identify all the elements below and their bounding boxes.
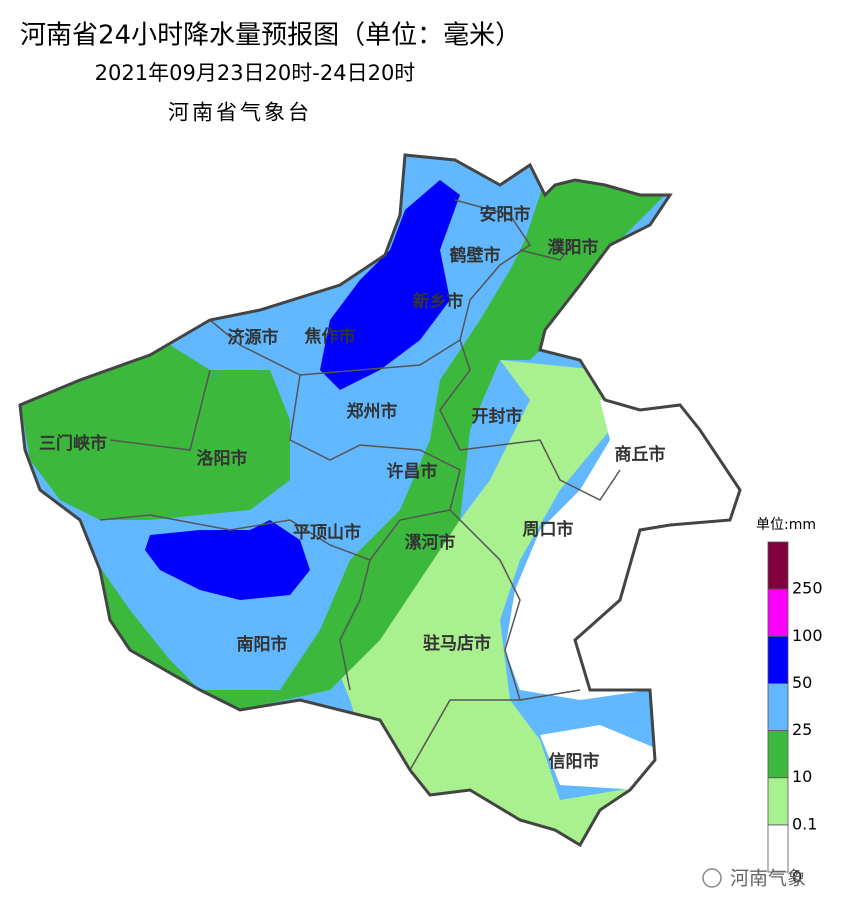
legend-swatch [767, 730, 789, 779]
legend-swatch [767, 588, 789, 637]
zone-0 [540, 725, 660, 790]
zone-0-1 [330, 360, 660, 845]
city-label: 许昌市 [387, 461, 438, 482]
city-label: 济源市 [228, 327, 279, 348]
watermark-text: 河南气象 [730, 868, 806, 890]
city-label: 鹤壁市 [450, 245, 501, 266]
city-label: 郑州市 [347, 401, 398, 422]
legend-swatch [767, 635, 789, 684]
legend-swatch [767, 683, 789, 731]
city-label: 驻马店市 [423, 633, 491, 654]
legend-swatch [767, 777, 789, 826]
city-label: 南阳市 [237, 634, 288, 655]
legend-label: 100 [792, 626, 823, 645]
city-label: 商丘市 [615, 444, 666, 465]
legend-label: 250 [792, 579, 823, 598]
legend-label: 50 [792, 673, 812, 692]
city-label: 焦作市 [304, 326, 356, 347]
legend-swatch [767, 824, 789, 873]
city-label: 漯河市 [405, 532, 456, 553]
province-outline [18, 153, 742, 848]
legend-label: 0.1 [792, 814, 817, 833]
zone-50 [320, 180, 460, 390]
legend-label: 25 [792, 720, 812, 739]
city-label: 三门峡市 [39, 433, 107, 454]
legend: 单位:mm 0 0.1 10 25 50 100 250 [756, 517, 823, 887]
city-labels: 安阳市 濮阳市 鹤壁市 新乡市 济源市 焦作市 郑州市 开封市 商丘市 三门峡市… [39, 204, 666, 772]
period: 2021年09月23日20时-24日20时 [95, 61, 416, 85]
city-label: 开封市 [472, 406, 523, 427]
city-label: 洛阳市 [197, 448, 248, 469]
zone-50 [145, 520, 310, 600]
title: 河南省24小时降水量预报图（单位：毫米） [20, 21, 521, 51]
watermark-icon [702, 868, 722, 888]
city-label: 信阳市 [549, 751, 600, 772]
city-label: 安阳市 [480, 204, 531, 225]
issuer: 河南省气象台 [168, 101, 312, 125]
city-borders [99, 199, 621, 771]
city-label: 周口市 [523, 519, 574, 540]
city-label: 新乡市 [413, 291, 464, 312]
city-label: 濮阳市 [548, 237, 599, 258]
zone-10 [20, 345, 290, 520]
legend-swatch [767, 541, 789, 590]
legend-unit: 单位:mm [756, 517, 816, 533]
legend-label: 10 [792, 767, 812, 786]
city-label: 平顶山市 [293, 522, 361, 543]
rain-map [20, 155, 740, 845]
watermark: 河南气象 [702, 868, 806, 890]
legend-label: 0 [792, 868, 802, 887]
